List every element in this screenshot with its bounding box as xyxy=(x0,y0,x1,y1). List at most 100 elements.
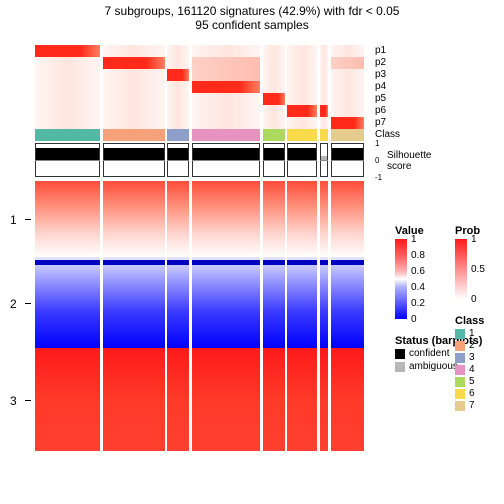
prob-strip-p2-b7 xyxy=(331,57,365,69)
silh-mid-7 xyxy=(331,160,365,161)
heatmap-sec1-b2 xyxy=(167,257,189,349)
legend-value-tick-0: 1 xyxy=(411,234,417,245)
prob-strip-p6-b7 xyxy=(331,105,365,117)
prob-strip-p1-b2 xyxy=(167,45,189,57)
prob-strip-p3-b1 xyxy=(103,69,165,81)
consensus-plot: p1p2p3p4p5p6p7Class10-1Silhouette score1… xyxy=(0,0,504,504)
legend-class-lab-5: 6 xyxy=(469,388,475,399)
legend-class-sw-0 xyxy=(455,329,465,339)
prob-strip-p5-b3 xyxy=(192,93,261,105)
prob-strip-p5-b0 xyxy=(35,93,100,105)
heatmap-sec0-b6 xyxy=(320,181,328,257)
heatmap-sec0-b0 xyxy=(35,181,100,257)
legend-class-sw-2 xyxy=(455,353,465,363)
rowlabel-p6: p6 xyxy=(375,105,386,116)
prob-strip-p4-b5 xyxy=(287,81,317,93)
prob-strip-p4-b0 xyxy=(35,81,100,93)
legend-value-tick-2: 0.6 xyxy=(411,266,425,277)
class-strip-2 xyxy=(167,129,189,141)
legend-class-lab-1: 2 xyxy=(469,340,475,351)
silh-bars-2 xyxy=(168,148,188,160)
prob-strip-p6-b1 xyxy=(103,105,165,117)
silh-tick--1: -1 xyxy=(375,173,382,182)
prob-strip-p3-b0 xyxy=(35,69,100,81)
legend-value-title: Value xyxy=(395,225,424,237)
legend-class-lab-3: 4 xyxy=(469,364,475,375)
silh-mid-3 xyxy=(192,160,261,161)
heatmap-band-4 xyxy=(263,260,285,266)
prob-strip-p4-b6 xyxy=(320,81,328,93)
prob-strip-p7-b3 xyxy=(192,117,261,129)
prob-strip-p6-b4 xyxy=(263,105,285,117)
prob-strip-p2-b4 xyxy=(263,57,285,69)
silh-label: Silhouette score xyxy=(387,150,431,172)
prob-strip-p4-b7 xyxy=(331,81,365,93)
legend-status-lab-1: ambiguous xyxy=(409,361,458,372)
legend-status-sw-1 xyxy=(395,362,405,372)
prob-strip-p5-b6 xyxy=(320,93,328,105)
legend-status-sw-0 xyxy=(395,349,405,359)
prob-strip-p6-b3 xyxy=(192,105,261,117)
heatmap-sec1-b0 xyxy=(35,257,100,349)
prob-strip-p5-b5 xyxy=(287,93,317,105)
prob-strip-p4-b1 xyxy=(103,81,165,93)
prob-strip-p2-b2 xyxy=(167,57,189,69)
legend-value-bar xyxy=(395,239,407,319)
class-strip-3 xyxy=(192,129,261,141)
heatmap-sec0-b2 xyxy=(167,181,189,257)
prob-strip-p1-b4 xyxy=(263,45,285,57)
heatmap-sec2-b6 xyxy=(320,348,328,451)
heatmap-sec-label-1: 2 xyxy=(10,297,17,311)
rowlabel-p5: p5 xyxy=(375,93,386,104)
legend-value-tick-3: 0.4 xyxy=(411,282,425,293)
heatmap-sec2-b3 xyxy=(192,348,261,451)
heatmap-sec0-b3 xyxy=(192,181,261,257)
heatmap-sec0-b7 xyxy=(331,181,365,257)
prob-strip-p1-b5 xyxy=(287,45,317,57)
heatmap-sec2-b2 xyxy=(167,348,189,451)
legend-class-sw-5 xyxy=(455,389,465,399)
heatmap-sec0-b5 xyxy=(287,181,317,257)
class-strip-5 xyxy=(287,129,317,141)
prob-strip-p5-b1 xyxy=(103,93,165,105)
prob-strip-p2-b6 xyxy=(320,57,328,69)
prob-strip-p1-b1 xyxy=(103,45,165,57)
class-strip-4 xyxy=(263,129,285,141)
prob-strip-p2-b5 xyxy=(287,57,317,69)
silh-bars-4 xyxy=(264,148,284,160)
legend-class-lab-0: 1 xyxy=(469,328,475,339)
legend-class-lab-2: 3 xyxy=(469,352,475,363)
heatmap-sec1-b1 xyxy=(103,257,165,349)
prob-strip-p3-b5 xyxy=(287,69,317,81)
silh-mid-5 xyxy=(287,160,317,161)
silh-mid-1 xyxy=(103,160,165,161)
legend-prob-tick-2: 0 xyxy=(471,294,477,305)
legend-class-lab-6: 7 xyxy=(469,400,475,411)
heatmap-sec1-b5 xyxy=(287,257,317,349)
prob-strip-p4-b3 xyxy=(192,81,261,93)
silh-mid-6 xyxy=(320,160,328,161)
legend-prob-tick-1: 0.5 xyxy=(471,264,485,275)
prob-strip-p6-b6 xyxy=(320,105,328,117)
heatmap-sec1-b6 xyxy=(320,257,328,349)
rowlabel-p4: p4 xyxy=(375,81,386,92)
rowlabel-p1: p1 xyxy=(375,45,386,56)
heatmap-sec2-b5 xyxy=(287,348,317,451)
silh-mid-2 xyxy=(167,160,189,161)
legend-value-tick-5: 0 xyxy=(411,314,417,325)
prob-strip-p1-b3 xyxy=(192,45,261,57)
legend-class-sw-4 xyxy=(455,377,465,387)
legend-class-lab-4: 5 xyxy=(469,376,475,387)
heatmap-sec-tick-1 xyxy=(25,303,31,304)
rowlabel-p3: p3 xyxy=(375,69,386,80)
prob-strip-p3-b3 xyxy=(192,69,261,81)
legend-class-sw-6 xyxy=(455,401,465,411)
heatmap-sec1-b7 xyxy=(331,257,365,349)
legend-class-sw-3 xyxy=(455,365,465,375)
prob-strip-p5-b2 xyxy=(167,93,189,105)
prob-strip-p7-b4 xyxy=(263,117,285,129)
legend-value-tick-4: 0.2 xyxy=(411,298,425,309)
silh-bars-0 xyxy=(36,148,99,160)
heatmap-sec-tick-2 xyxy=(25,400,31,401)
class-strip-0 xyxy=(35,129,100,141)
